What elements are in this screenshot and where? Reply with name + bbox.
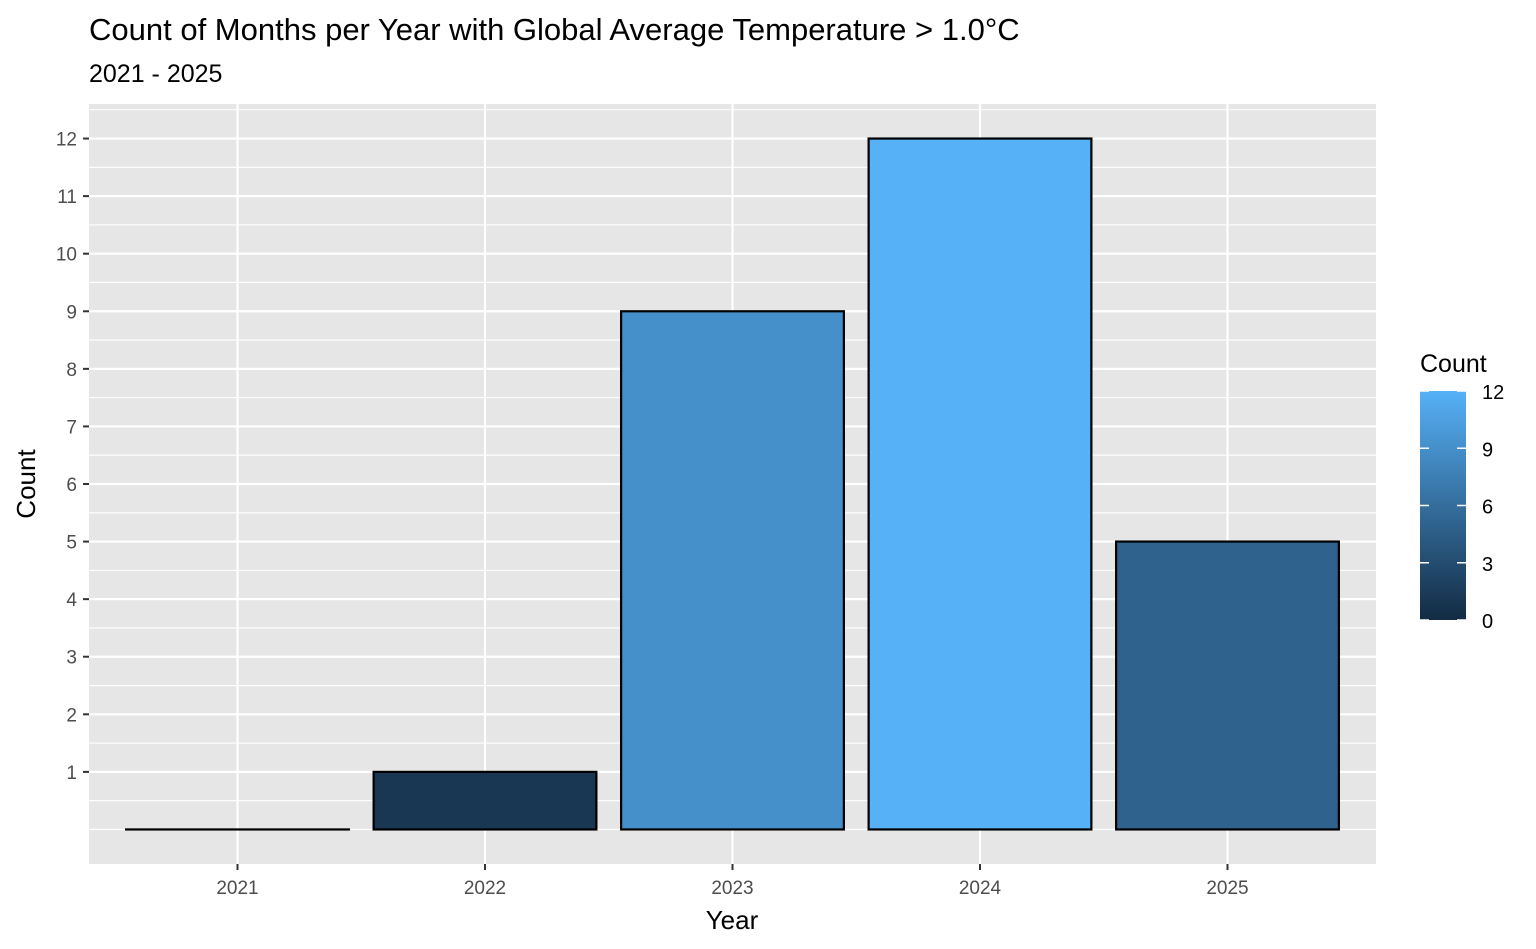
y-axis-title: Count bbox=[11, 449, 41, 519]
y-tick-label: 9 bbox=[66, 302, 77, 323]
bars bbox=[125, 137, 1340, 831]
y-tick-label: 3 bbox=[66, 648, 77, 669]
y-tick-label: 12 bbox=[56, 130, 77, 151]
x-axis: 2021 2022 2023 2024 2025 bbox=[216, 864, 1249, 899]
y-tick-label: 5 bbox=[66, 533, 77, 554]
y-tick-label: 10 bbox=[56, 245, 77, 266]
x-tick-label: 2023 bbox=[711, 878, 753, 899]
x-tick-label: 2022 bbox=[464, 878, 506, 899]
y-tick-label: 2 bbox=[66, 705, 77, 726]
y-tick-label: 6 bbox=[66, 475, 77, 496]
x-tick-label: 2021 bbox=[216, 878, 258, 899]
legend-tick-label: 9 bbox=[1482, 439, 1493, 461]
legend-tick-label: 3 bbox=[1482, 554, 1493, 576]
y-tick-label: 7 bbox=[66, 417, 77, 438]
legend-title: Count bbox=[1420, 350, 1487, 378]
bar-2025 bbox=[1115, 540, 1340, 831]
y-tick-label: 11 bbox=[57, 187, 77, 208]
x-axis-title: Year bbox=[706, 905, 759, 935]
legend: Count 0 3 6 9 12 bbox=[1420, 350, 1504, 633]
legend-tick-label: 12 bbox=[1482, 382, 1504, 404]
legend-tick-label: 0 bbox=[1482, 611, 1493, 633]
chart-title: Count of Months per Year with Global Ave… bbox=[89, 12, 1020, 47]
legend-tick-label: 6 bbox=[1482, 497, 1493, 519]
bar-2024 bbox=[867, 137, 1093, 831]
bar-2022 bbox=[372, 770, 598, 831]
y-tick-label: 1 bbox=[66, 763, 77, 784]
x-tick-label: 2025 bbox=[1206, 878, 1248, 899]
x-tick-label: 2024 bbox=[959, 878, 1002, 899]
y-tick-label: 8 bbox=[66, 360, 77, 381]
bar-2023 bbox=[620, 310, 845, 831]
y-tick-label: 4 bbox=[66, 590, 77, 611]
chart-subtitle: 2021 - 2025 bbox=[89, 60, 222, 88]
